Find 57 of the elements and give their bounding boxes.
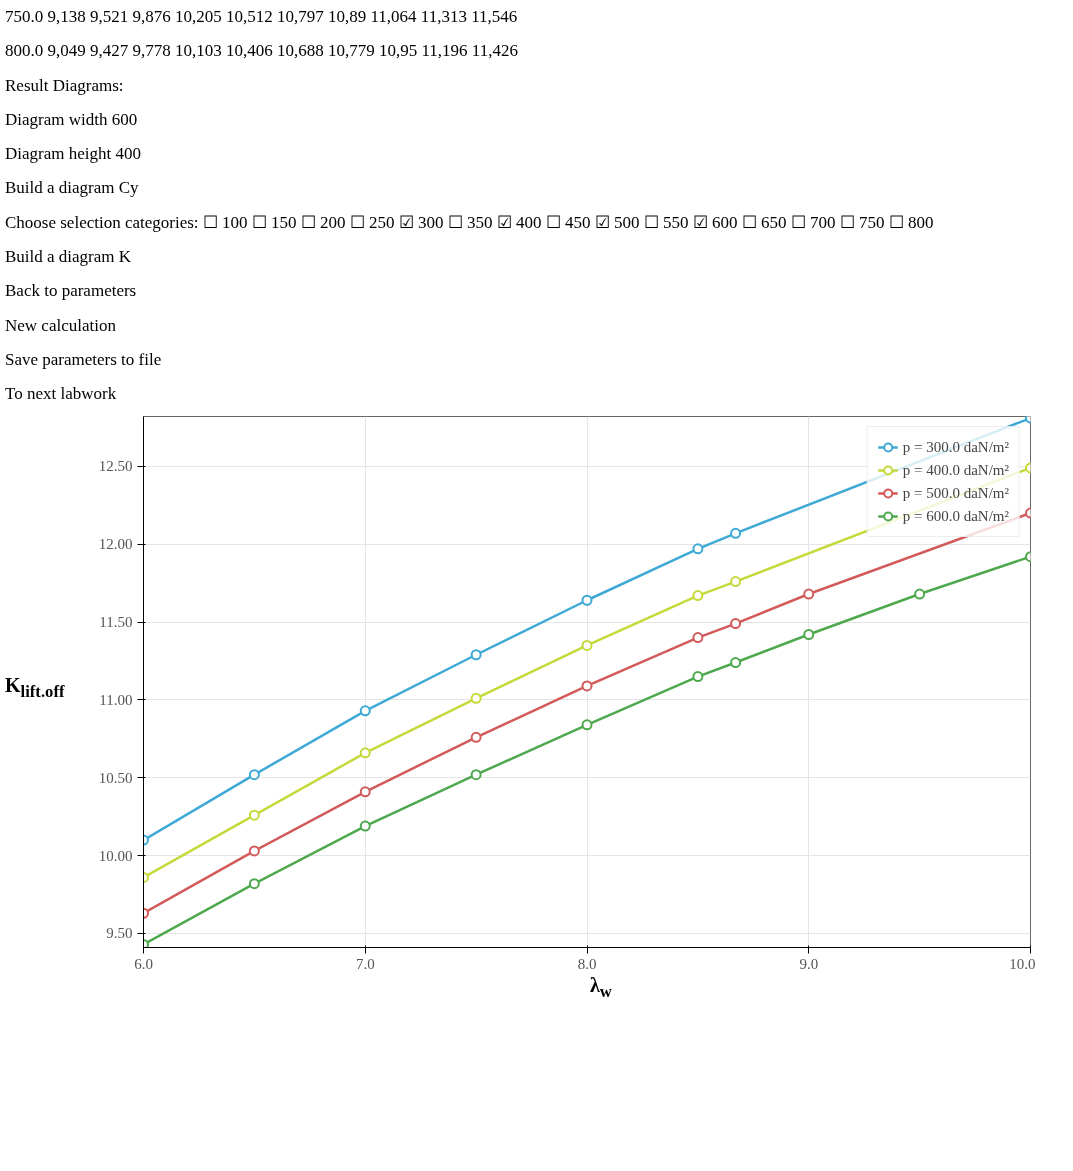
point	[730, 618, 742, 630]
point	[470, 649, 482, 661]
point	[692, 590, 704, 602]
text: Build a diagram K	[5, 245, 132, 268]
point	[359, 747, 371, 759]
point	[692, 543, 704, 555]
y-tick-label: 10.00	[98, 848, 133, 864]
x-axis-title: λ$_{w}$	[590, 973, 612, 1004]
x-tick-label: 9.0	[799, 955, 819, 972]
point	[581, 640, 593, 652]
point	[803, 588, 815, 600]
y-tick-label: 10.50	[98, 770, 133, 787]
point	[359, 705, 371, 717]
x-tick-label: 8.0	[577, 955, 597, 972]
point	[248, 769, 260, 781]
x-tick-label: 10.0	[1009, 955, 1036, 972]
point	[248, 845, 260, 857]
text: 800.0 9,049 9,427 9,778 10,103 10,406 10,688 10,779 10,95 11,196 11,426	[5, 40, 518, 63]
point	[581, 680, 593, 692]
y-tick-label: 11.00	[99, 692, 133, 709]
text: Result Diagrams:	[5, 74, 124, 97]
point	[470, 769, 482, 781]
y-tick-label: 12.50	[98, 458, 133, 475]
text: New calculation	[5, 314, 116, 337]
point	[730, 528, 742, 540]
point	[730, 576, 742, 588]
point	[581, 595, 593, 607]
point	[248, 810, 260, 822]
y-tick-label: 9.50	[106, 925, 133, 942]
point	[470, 732, 482, 744]
text: To next labwork	[5, 383, 117, 406]
legend-label: p = 300.0 daN/m²	[902, 438, 1009, 456]
point	[803, 629, 815, 641]
y-tick-label: 12.00	[98, 536, 133, 553]
legend-label: p = 400.0 daN/m²	[902, 461, 1009, 479]
text: Back to parameters	[5, 280, 137, 303]
point	[248, 878, 260, 890]
point	[730, 657, 742, 669]
text: Build a diagram Cy	[5, 177, 139, 200]
point	[914, 588, 926, 600]
point	[692, 671, 704, 683]
text: Diagram width 600	[5, 108, 138, 131]
y-tick-label: 11.50	[99, 614, 133, 631]
text: 750.0 9,138 9,521 9,876 10,205 10,512 10,797 10,89 11,064 11,313 11,546	[5, 6, 518, 28]
legend-label: p = 600.0 daN/m²	[902, 507, 1009, 525]
point	[692, 632, 704, 644]
text: Save parameters to file	[5, 348, 162, 371]
y-axis-title: K$_{lift.off}$	[5, 673, 65, 704]
point	[359, 820, 371, 832]
x-tick-label: 7.0	[355, 955, 375, 972]
point	[581, 719, 593, 731]
point	[470, 693, 482, 705]
text: Diagram height 400	[5, 143, 141, 166]
x-tick-label: 6.0	[134, 955, 153, 972]
legend-label: p = 500.0 daN/m²	[902, 484, 1009, 502]
point	[359, 786, 371, 798]
text: Choose selection categories: ☐ 100 ☐ 150 ☐ 200 ☐ 250 ☑ 300 ☐ 350 ☑ 400 ☐ 450 ☑ 500 ☐ 550 ☑ 600 ☐ 650 ☐ 700 ☐ 750 ☐ 800	[5, 211, 934, 234]
